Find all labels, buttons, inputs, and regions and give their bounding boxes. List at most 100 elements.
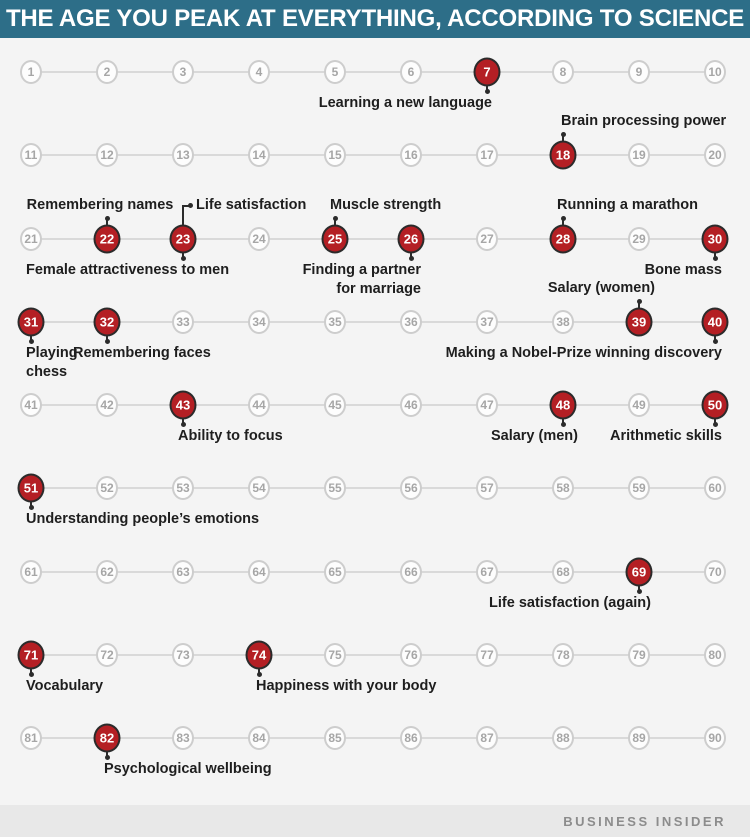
milestone-label-line: Vocabulary	[26, 677, 104, 694]
milestone-label: Finding a partner for marriage	[303, 261, 421, 299]
age-node: 68	[552, 559, 574, 584]
age-node: 78	[552, 642, 574, 667]
age-node: 3	[172, 60, 194, 84]
milestone-label: Life satisfaction (again)	[489, 594, 651, 613]
page-title: THE AGE YOU PEAK AT EVERYTHING, ACCORDIN…	[5, 5, 745, 32]
connector-line	[410, 250, 412, 259]
milestone-label-line: Brain processing power	[561, 113, 727, 130]
milestone-label: Brain processing power	[561, 112, 726, 131]
milestone-label-line: for marriage	[336, 280, 421, 297]
milestone-label: Happiness with your body	[256, 677, 436, 696]
age-node: 56	[400, 476, 422, 501]
connector-dot	[712, 338, 718, 344]
age-node: 90	[704, 726, 726, 750]
age-node: 60	[704, 476, 726, 501]
milestone-label-line: Running a marathon	[557, 196, 698, 213]
age-node: 4	[248, 60, 270, 84]
milestone-label-line: Life satisfaction	[196, 196, 307, 213]
age-node-highlighted: 82	[93, 723, 121, 753]
milestone-label-line: chess	[26, 363, 68, 380]
connector-dot	[28, 505, 34, 511]
age-node-highlighted: 40	[701, 307, 729, 337]
age-node: 64	[248, 559, 270, 584]
age-node: 67	[476, 559, 498, 584]
connector-dot	[408, 255, 414, 261]
milestone-label: Muscle strength	[330, 196, 441, 215]
milestone-label: Ability to focus	[178, 427, 283, 446]
milestone-label-line: Bone mass	[644, 261, 722, 278]
age-node-highlighted: 74	[245, 640, 273, 670]
age-node: 6	[400, 60, 422, 84]
age-node: 11	[20, 143, 42, 168]
connector-dot	[332, 215, 338, 221]
age-node-highlighted: 50	[701, 390, 729, 420]
connector-line	[714, 417, 716, 425]
age-node: 44	[248, 393, 270, 417]
age-node-highlighted: 7	[473, 57, 501, 87]
age-track	[31, 404, 715, 406]
age-node: 55	[324, 476, 346, 501]
connector-line	[638, 583, 640, 592]
title-bar: THE AGE YOU PEAK AT EVERYTHING, ACCORDIN…	[0, 0, 750, 38]
footer-bar: BUSINESS INSIDER	[0, 805, 750, 837]
age-node: 37	[476, 309, 498, 334]
age-node-highlighted: 30	[701, 224, 729, 253]
connector-line	[30, 500, 32, 509]
age-node: 89	[628, 726, 650, 750]
age-node: 8	[552, 60, 574, 84]
age-node: 47	[476, 393, 498, 417]
age-node: 85	[324, 726, 346, 750]
age-node: 62	[96, 559, 118, 584]
age-node: 12	[96, 143, 118, 168]
connector-line	[106, 750, 108, 758]
milestone-label-line: Remembering names	[26, 196, 174, 213]
milestone-label: Learning a new language	[319, 94, 492, 113]
connector-dot	[636, 298, 642, 304]
connector-dot	[560, 422, 566, 427]
milestone-label: Understanding people’s emotions	[26, 510, 259, 529]
age-node-highlighted: 39	[625, 307, 653, 337]
age-node: 38	[552, 309, 574, 334]
age-node: 19	[628, 143, 650, 168]
age-track	[31, 737, 715, 739]
age-node: 76	[400, 642, 422, 667]
milestone-label: Bone mass	[645, 261, 722, 280]
age-node: 49	[628, 393, 650, 417]
age-node: 54	[248, 476, 270, 501]
milestone-label-line: Learning a new language	[318, 95, 492, 111]
milestone-label: Salary (men)	[491, 427, 578, 446]
milestone-label: Making a Nobel-Prize winning discovery	[446, 344, 722, 363]
age-node: 2	[96, 60, 118, 84]
milestone-label-line: Finding a partner	[302, 261, 421, 278]
connector-line	[106, 333, 108, 342]
age-node: 80	[704, 642, 726, 667]
milestone-label-line: Playing	[26, 344, 78, 361]
age-node: 61	[20, 559, 42, 584]
age-node: 45	[324, 393, 346, 417]
age-node: 58	[552, 476, 574, 501]
age-node: 63	[172, 559, 194, 584]
age-node: 33	[172, 309, 194, 334]
age-track	[31, 653, 715, 656]
milestone-label: Salary (women)	[548, 279, 655, 298]
age-node: 70	[704, 559, 726, 584]
connector-dot	[104, 215, 110, 221]
connector-dot	[28, 671, 34, 677]
connector-dot	[560, 215, 566, 221]
age-node: 41	[20, 393, 42, 417]
connector-line	[106, 218, 108, 227]
age-node: 21	[20, 226, 42, 251]
milestone-label-line: Arithmetic skills	[609, 428, 722, 444]
age-node: 42	[96, 393, 118, 417]
milestone-label-line: Ability to focus	[178, 428, 283, 444]
connector-dot	[484, 89, 490, 94]
age-node: 81	[20, 726, 42, 750]
age-node: 10	[704, 60, 726, 84]
age-node: 29	[628, 226, 650, 251]
milestone-label: Life satisfaction	[196, 196, 306, 215]
age-node-highlighted: 43	[169, 390, 197, 420]
age-node: 77	[476, 642, 498, 667]
age-node: 75	[324, 642, 346, 667]
